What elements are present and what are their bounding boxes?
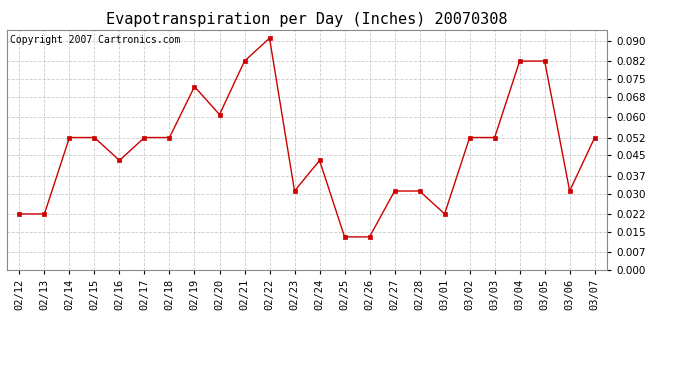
Text: Copyright 2007 Cartronics.com: Copyright 2007 Cartronics.com (10, 35, 180, 45)
Title: Evapotranspiration per Day (Inches) 20070308: Evapotranspiration per Day (Inches) 2007… (106, 12, 508, 27)
